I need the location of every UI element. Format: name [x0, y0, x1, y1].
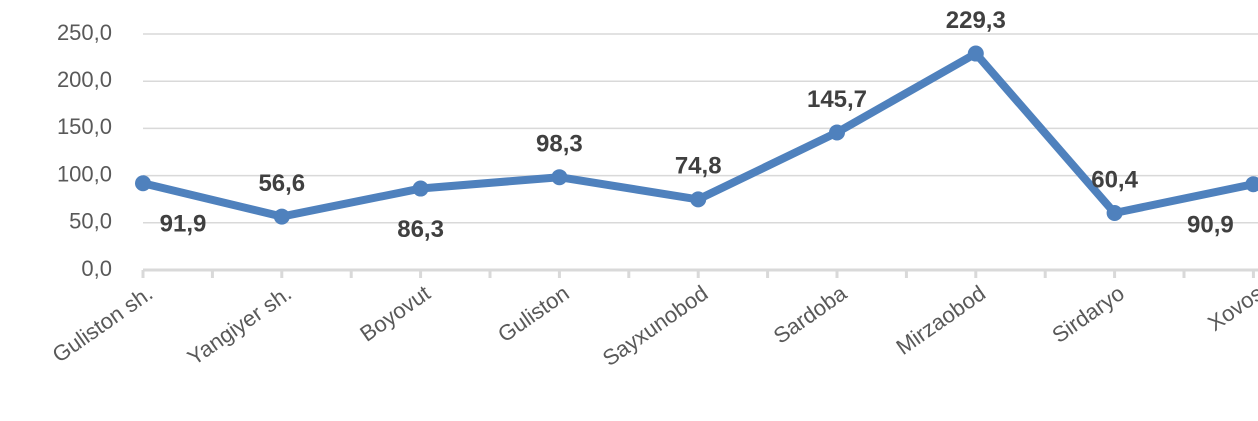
marker — [135, 175, 151, 192]
marker — [412, 180, 429, 197]
x-tick-label: Xovos — [1203, 280, 1258, 336]
data-label: 90,9 — [1187, 212, 1234, 239]
marker — [1245, 176, 1258, 193]
x-tick-label: Mirzaobod — [892, 280, 990, 359]
data-label: 145,7 — [807, 86, 867, 113]
y-tick-label: 100,0 — [57, 161, 112, 186]
y-tick-label: 0,0 — [81, 256, 112, 281]
data-label: 56,6 — [258, 170, 305, 197]
marker — [1106, 204, 1123, 221]
y-tick-label: 150,0 — [57, 114, 112, 139]
marker — [273, 208, 290, 225]
data-label: 60,4 — [1091, 166, 1138, 193]
marker — [967, 45, 984, 62]
data-label: 229,3 — [946, 7, 1006, 34]
y-tick-label: 250,0 — [57, 20, 112, 45]
data-label: 98,3 — [536, 131, 583, 158]
marker — [829, 124, 845, 141]
x-tick-label: Boyovut — [355, 280, 434, 346]
x-tick-label: Guliston sh. — [48, 280, 158, 367]
data-label: 91,9 — [160, 211, 207, 238]
marker — [690, 191, 707, 208]
x-tick-label: Sirdaryo — [1047, 280, 1128, 347]
data-label: 86,3 — [397, 216, 444, 243]
y-tick-label: 200,0 — [57, 67, 112, 92]
data-label: 74,8 — [675, 153, 722, 180]
x-tick-label: Sardoba — [769, 280, 852, 349]
x-tick-label: Guliston — [493, 280, 573, 347]
marker — [551, 169, 568, 186]
x-tick-label: Yangiyer sh. — [183, 280, 296, 370]
y-tick-label: 50,0 — [69, 209, 112, 234]
x-tick-label: Sayxunobod — [598, 280, 713, 371]
